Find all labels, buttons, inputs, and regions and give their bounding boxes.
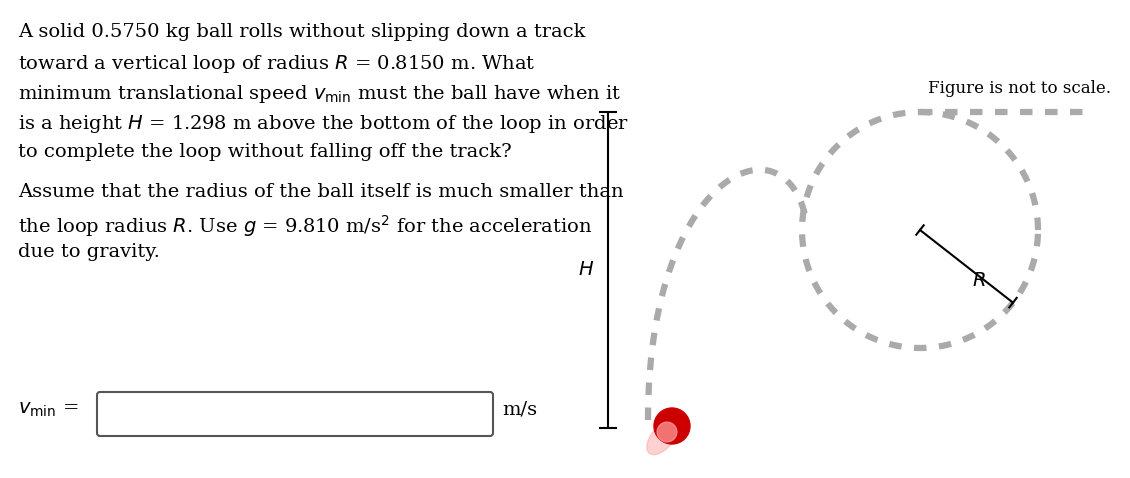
Ellipse shape <box>646 421 677 455</box>
Text: $H$: $H$ <box>577 261 594 279</box>
Circle shape <box>658 422 677 442</box>
Text: A solid 0.5750 kg ball rolls without slipping down a track: A solid 0.5750 kg ball rolls without sli… <box>18 23 585 41</box>
Text: the loop radius $R$. Use $g$ = 9.810 m/s$^2$ for the acceleration: the loop radius $R$. Use $g$ = 9.810 m/s… <box>18 213 592 239</box>
Text: Figure is not to scale.: Figure is not to scale. <box>929 79 1112 97</box>
Text: to complete the loop without falling off the track?: to complete the loop without falling off… <box>18 143 512 161</box>
Circle shape <box>654 408 690 444</box>
Text: toward a vertical loop of radius $R$ = 0.8150 m. What: toward a vertical loop of radius $R$ = 0… <box>18 53 536 75</box>
Text: $R$: $R$ <box>972 272 985 290</box>
Text: is a height $H$ = 1.298 m above the bottom of the loop in order: is a height $H$ = 1.298 m above the bott… <box>18 113 629 135</box>
Text: Assume that the radius of the ball itself is much smaller than: Assume that the radius of the ball itsel… <box>18 183 624 201</box>
Text: $v_{\mathrm{min}}$ =: $v_{\mathrm{min}}$ = <box>18 401 78 419</box>
Text: m/s: m/s <box>502 401 537 419</box>
Text: due to gravity.: due to gravity. <box>18 243 159 261</box>
Text: minimum translational speed $v_{\mathrm{min}}$ must the ball have when it: minimum translational speed $v_{\mathrm{… <box>18 83 622 105</box>
FancyBboxPatch shape <box>97 392 493 436</box>
